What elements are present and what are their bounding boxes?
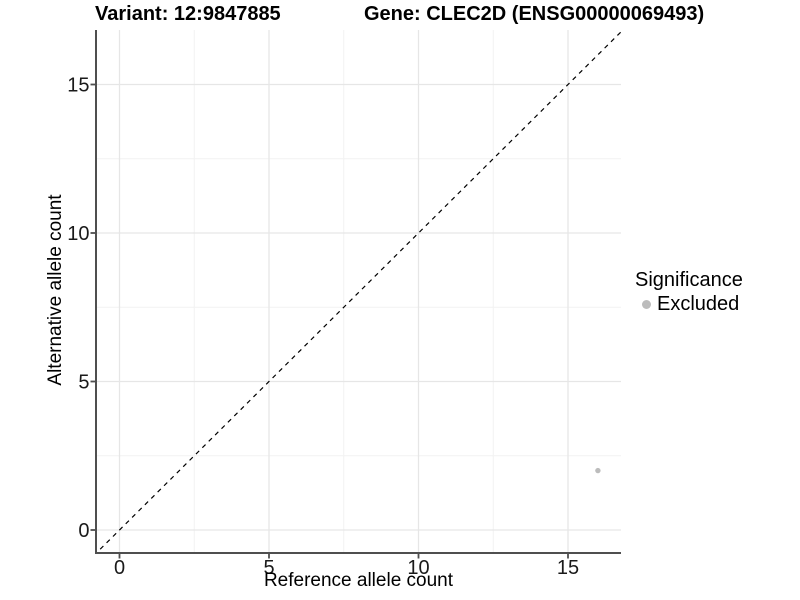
data-point bbox=[595, 467, 601, 474]
y-tick-label: 10 bbox=[67, 223, 89, 245]
x-tick-label: 0 bbox=[114, 557, 125, 579]
y-tick-label: 15 bbox=[67, 75, 89, 97]
legend-item-excluded: Excluded bbox=[635, 293, 743, 316]
legend-point-icon bbox=[642, 300, 651, 309]
plot-title-variant: Variant: 12:9847885 bbox=[95, 3, 281, 25]
y-tick-label: 5 bbox=[78, 372, 89, 394]
legend-title: Significance bbox=[635, 269, 743, 291]
legend-item-label: Excluded bbox=[657, 293, 740, 315]
identity-line bbox=[96, 31, 621, 553]
x-tick-label: 10 bbox=[407, 557, 429, 579]
x-tick-label: 15 bbox=[557, 557, 579, 579]
plot-title-gene: Gene: CLEC2D (ENSG00000069493) bbox=[364, 3, 705, 25]
y-tick-label: 0 bbox=[78, 520, 89, 542]
legend: Significance Excluded bbox=[635, 269, 743, 316]
x-axis-title: Reference allele count bbox=[263, 570, 454, 591]
y-axis-title: Alternative allele count bbox=[45, 194, 66, 386]
x-tick-label: 5 bbox=[263, 557, 274, 579]
